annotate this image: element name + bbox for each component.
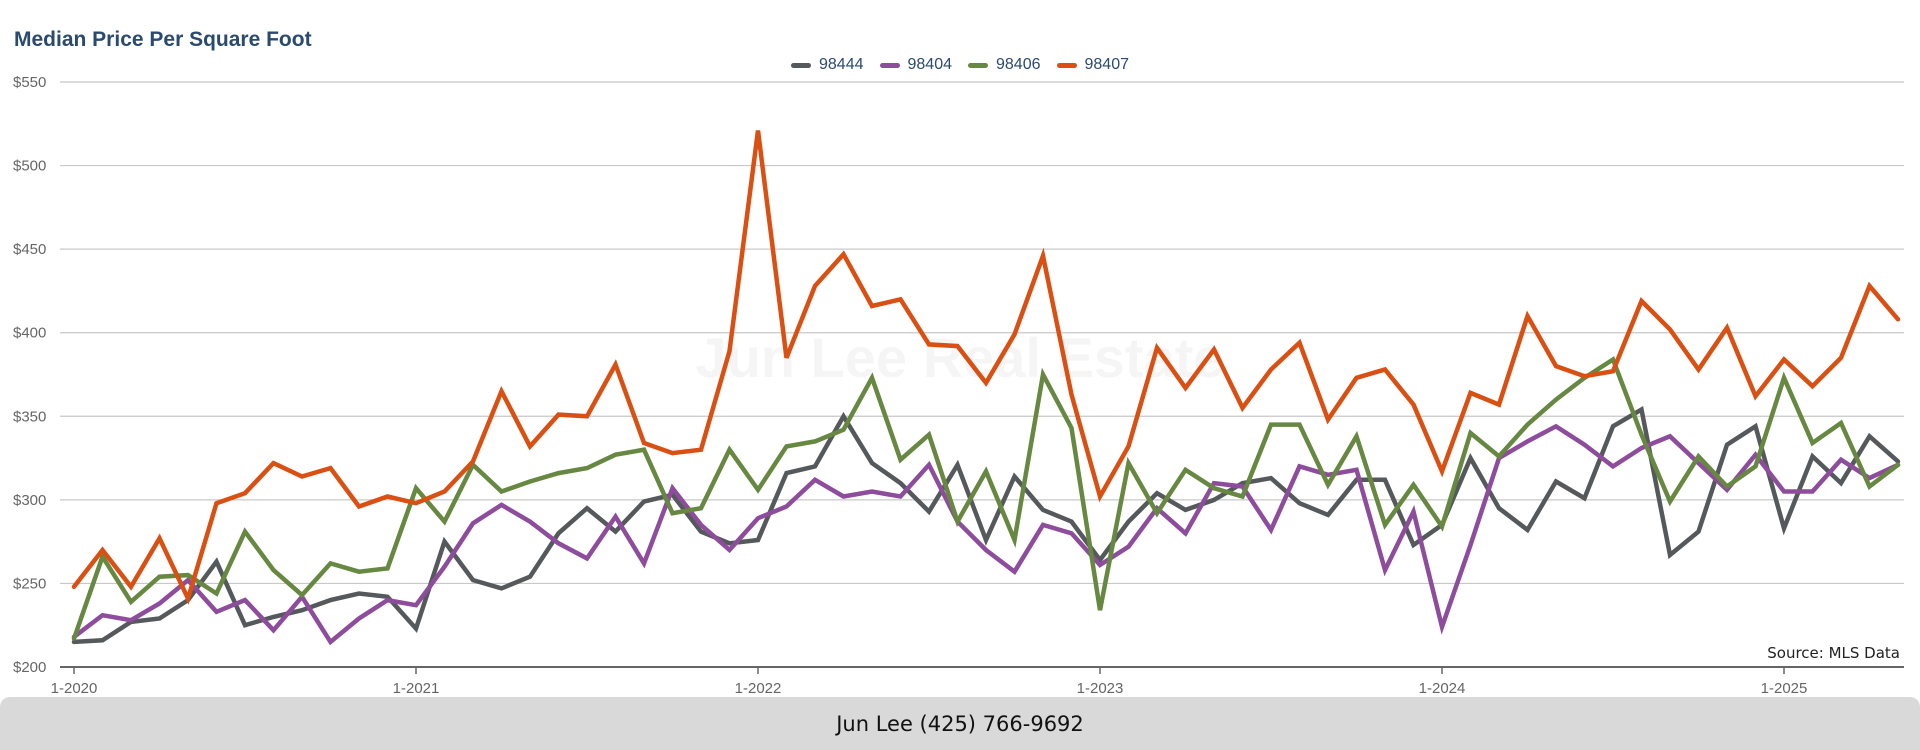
series-line-98404 xyxy=(71,423,1901,646)
series-lines xyxy=(71,130,1901,646)
series-line-98407 xyxy=(71,130,1901,605)
x-tick-label: 1-2021 xyxy=(393,680,440,697)
gridlines xyxy=(60,81,1904,668)
x-tick-label: 1-2024 xyxy=(1419,680,1466,697)
legend-label-98444: 98444 xyxy=(819,56,864,73)
legend-item-98404[interactable]: 98404 xyxy=(879,56,953,74)
x-tick-label: 1-2025 xyxy=(1761,680,1808,697)
legend-label-98404: 98404 xyxy=(907,56,953,73)
footer-contact: Jun Lee (425) 766-9692 xyxy=(836,711,1084,736)
x-tick-label: 1-2020 xyxy=(51,680,98,697)
legend-swatch-98444 xyxy=(791,62,811,68)
legend-item-98407[interactable]: 98407 xyxy=(1056,56,1130,74)
y-tick-label: $400 xyxy=(13,325,46,342)
legend-swatch-98407 xyxy=(1056,62,1077,68)
legend-swatch-98404 xyxy=(879,62,900,68)
series-line-98406 xyxy=(71,356,1901,641)
legend-swatch-98406 xyxy=(968,62,988,68)
y-tick-label: $450 xyxy=(13,241,46,258)
footer-bar: Jun Lee (425) 766-9692 xyxy=(0,697,1920,750)
line-chart: $200$250$300$350$400$450$500$550 1-2020 1… xyxy=(13,74,1904,697)
y-tick-label: $300 xyxy=(13,492,46,509)
chart-title: Median Price Per Square Foot xyxy=(14,28,312,51)
y-axis-ticks: $200 $250 $300 $350 $400 $450 $500 $550 xyxy=(13,74,46,676)
y-tick-label: $200 xyxy=(13,659,46,676)
legend-item-98444[interactable]: 98444 xyxy=(791,56,864,74)
y-tick-label: $550 xyxy=(13,74,46,91)
legend-label-98406: 98406 xyxy=(996,56,1041,73)
y-tick-label: $250 xyxy=(13,575,46,592)
legend-item-98406[interactable]: 98406 xyxy=(968,56,1041,74)
x-tick-label: 1-2022 xyxy=(735,680,782,697)
chart-legend: 98444 98404 98406 98407 xyxy=(0,56,1920,74)
legend-label-98407: 98407 xyxy=(1084,56,1130,73)
series-line-98444 xyxy=(71,406,1901,645)
source-note: Source: MLS Data xyxy=(1767,644,1900,662)
y-tick-label: $350 xyxy=(13,408,46,425)
x-tick-label: 1-2023 xyxy=(1077,680,1124,697)
x-axis-ticks: 1-2020 1-2021 1-2022 1-2023 1-2024 1-2025 xyxy=(51,667,1808,697)
y-tick-label: $500 xyxy=(13,158,46,175)
